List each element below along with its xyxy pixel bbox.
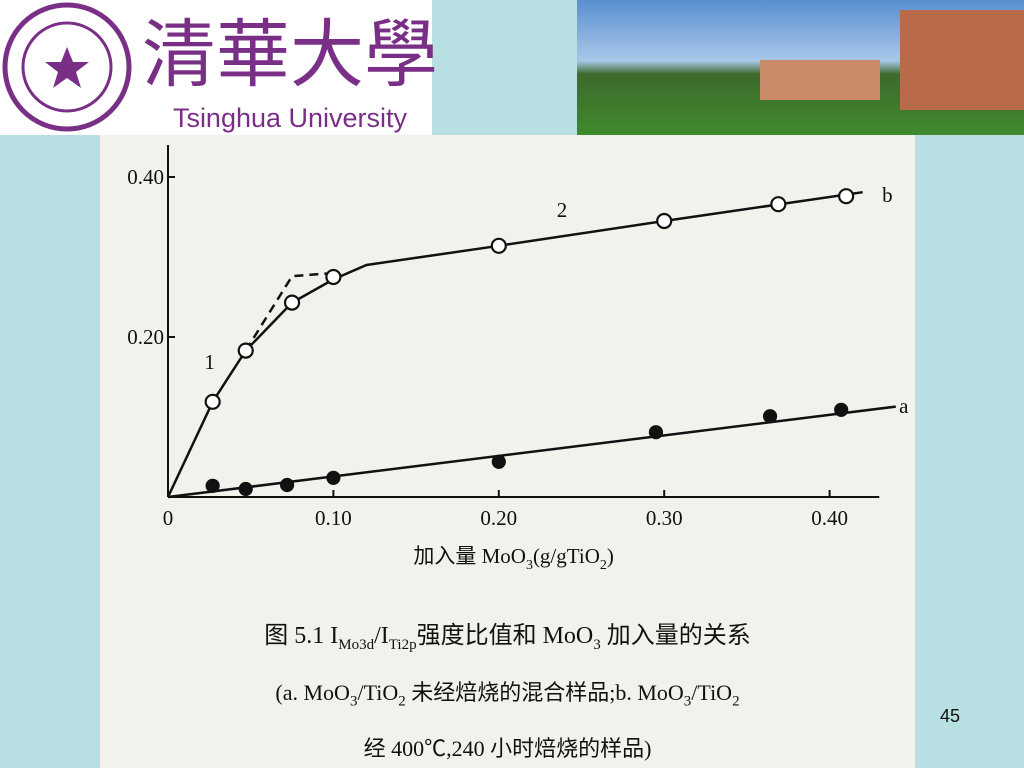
subscript: 2 xyxy=(600,558,607,573)
annotation: 1 xyxy=(204,350,215,374)
caption-line: 经 400℃,240 小时焙烧的样品) xyxy=(100,731,915,763)
subscript: 2 xyxy=(732,693,740,710)
page-number: 45 xyxy=(940,706,961,726)
series-label: a xyxy=(899,394,909,418)
text-part: 经 400℃,240 小时焙烧的样品) xyxy=(363,736,652,761)
x-tick-label: 0.20 xyxy=(480,506,517,530)
data-point xyxy=(491,454,506,469)
subscript: 3 xyxy=(593,636,601,653)
header: 清華大學 Tsinghua University xyxy=(0,0,1024,135)
logo-cn: 清華大學 xyxy=(142,12,438,98)
subscript: Mo3d xyxy=(338,636,375,653)
data-point xyxy=(205,478,220,493)
data-point xyxy=(770,196,787,213)
subscript: 3 xyxy=(526,558,533,573)
data-point xyxy=(326,470,341,485)
photo-building xyxy=(760,60,880,100)
text-part: 强度比值和 MoO xyxy=(416,623,594,649)
logo-en: Tsinghua University xyxy=(173,103,408,133)
caption-line: (a. MoO3/TiO2 未经焙烧的混合样品;b. MoO3/TiO2 xyxy=(100,675,915,710)
y-tick-label: 0.40 xyxy=(127,165,164,189)
text-part: 加入量的关系 xyxy=(600,623,751,649)
subscript: 3 xyxy=(683,693,692,710)
data-point xyxy=(204,393,221,410)
series-label: b xyxy=(882,183,893,207)
x-tick-label: 0.40 xyxy=(811,506,848,530)
fit-curve xyxy=(244,271,334,352)
fit-curve xyxy=(166,190,863,498)
seal-star xyxy=(45,47,89,88)
text-part: /I xyxy=(374,623,389,649)
text-part: 未经焙烧的混合样品;b. MoO xyxy=(405,680,684,705)
x-tick-label: 0.10 xyxy=(315,506,352,530)
seal-inner xyxy=(21,21,113,113)
data-point xyxy=(490,237,507,254)
data-point xyxy=(325,268,342,286)
annotation: 2 xyxy=(557,198,568,222)
data-point xyxy=(648,425,664,440)
label-part: 加入量 MoO xyxy=(413,544,526,568)
text-part: 图 5.1 I xyxy=(264,623,339,649)
figure-scan: 0 0.10 0.20 0.30 0.40 0.20 0.40 加入量 MoO3(g/gTiO… xyxy=(100,135,915,768)
data-point xyxy=(283,294,301,311)
data-point xyxy=(656,212,673,230)
chart: 0 0.10 0.20 0.30 0.40 0.20 0.40 加入量 MoO3(g/gTiO… xyxy=(127,145,909,573)
data-point xyxy=(838,188,855,205)
text-part: /TiO xyxy=(357,680,399,705)
x-axis-label: 加入量 MoO3(g/gTiO2) xyxy=(413,544,614,573)
x-tick-label: 0.30 xyxy=(646,506,683,530)
caption-line: 图 5.1 IMo3d/ITi2p强度比值和 MoO3 加入量的关系 xyxy=(100,615,915,654)
subscript: Ti2p xyxy=(388,636,417,653)
data-point xyxy=(834,402,849,417)
x-tick-label: 0 xyxy=(163,506,174,530)
seal xyxy=(2,2,132,132)
subscript: 2 xyxy=(398,693,406,710)
photo-building xyxy=(900,10,1024,110)
text-part: /TiO xyxy=(691,680,733,705)
fit-curve xyxy=(167,405,896,499)
data-point xyxy=(238,481,253,497)
text-part: (a. MoO xyxy=(275,680,350,705)
data-point xyxy=(279,477,295,493)
y-tick-label: 0.20 xyxy=(127,325,164,349)
subscript: 3 xyxy=(349,693,358,710)
data-point xyxy=(237,342,254,359)
label-part: ) xyxy=(607,544,614,568)
data-point xyxy=(762,409,778,424)
label-part: (g/gTiO xyxy=(533,544,600,568)
